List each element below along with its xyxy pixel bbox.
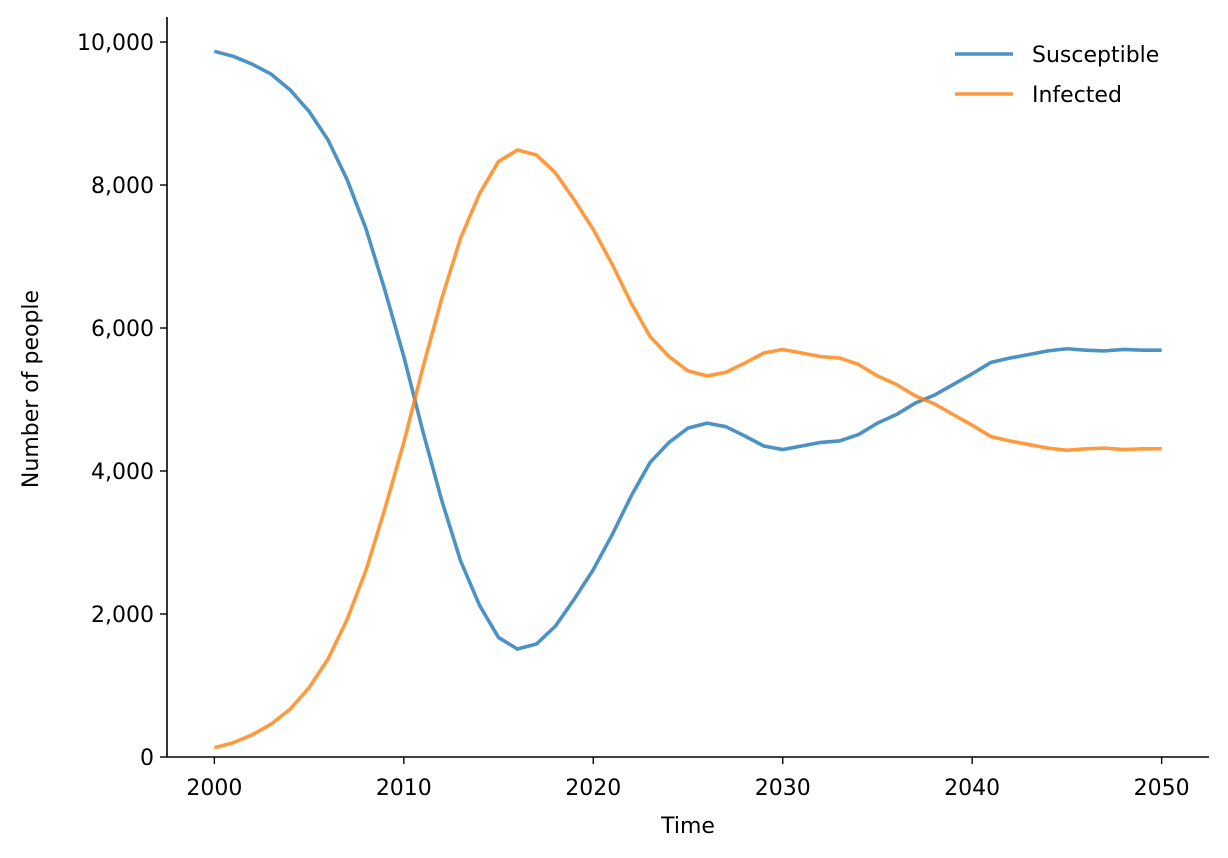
x-tick-label: 2020 [565, 776, 621, 801]
y-tick-label: 8,000 [91, 174, 154, 199]
axes-layer [166, 17, 1209, 758]
x-axis-label: Time [660, 814, 715, 839]
y-tick-label: 10,000 [77, 31, 154, 56]
x-tick-label: 2030 [755, 776, 811, 801]
y-tick-label: 2,000 [91, 603, 154, 628]
legend-label-susceptible: Susceptible [1032, 43, 1159, 68]
y-tick-label: 6,000 [91, 317, 154, 342]
x-tick-label: 2000 [186, 776, 242, 801]
y-tick-label: 4,000 [91, 460, 154, 485]
y-tick-label: 0 [140, 746, 154, 771]
legend: Susceptible Infected [955, 43, 1159, 108]
x-ticks: 2000 2010 2020 2030 2040 2050 [186, 757, 1190, 801]
legend-label-infected: Infected [1032, 83, 1122, 108]
series-layer [213, 49, 1162, 750]
y-ticks: 0 2,000 4,000 6,000 8,000 10,000 [77, 31, 167, 771]
x-tick-label: 2050 [1134, 776, 1190, 801]
x-tick-label: 2040 [944, 776, 1000, 801]
y-axis-label: Number of people [19, 290, 44, 488]
series-line-susceptible [213, 49, 1162, 651]
series-line-infected [213, 148, 1162, 750]
x-tick-label: 2010 [376, 776, 432, 801]
